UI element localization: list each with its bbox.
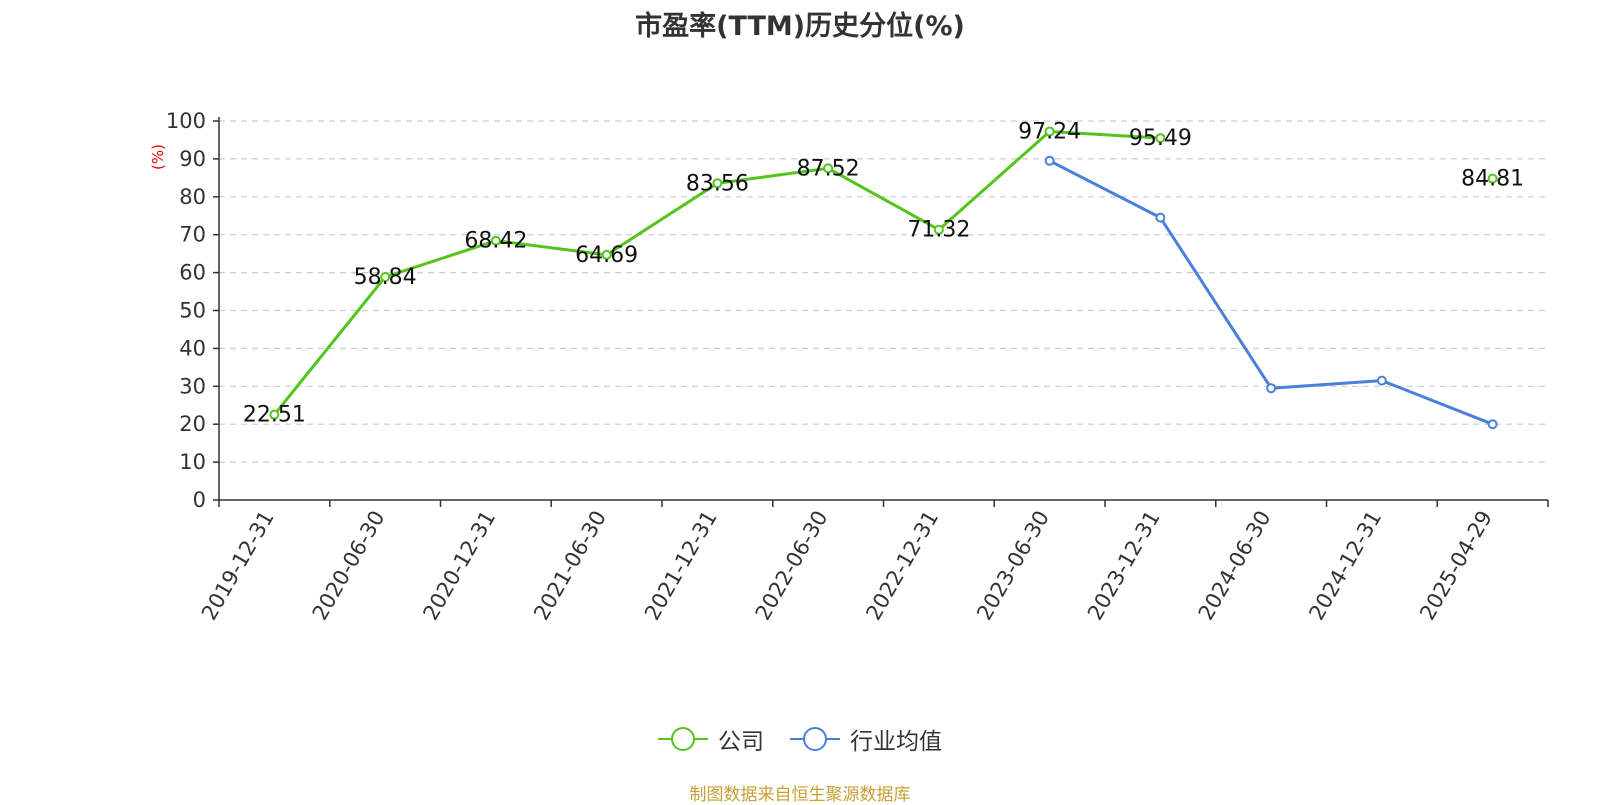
data-point	[1376, 375, 1387, 386]
data-label: 83.56	[686, 171, 749, 196]
x-tick-label: 2024-06-30	[1194, 507, 1276, 625]
data-point	[1044, 126, 1055, 137]
data-point	[1487, 419, 1498, 430]
data-label: 87.52	[797, 156, 860, 181]
data-point	[712, 178, 723, 189]
x-tick-label: 2019-12-31	[197, 507, 279, 625]
y-tick-label: 20	[179, 412, 206, 436]
y-tick-label: 40	[179, 336, 206, 360]
x-tick-label: 2020-06-30	[308, 507, 390, 625]
data-point	[601, 249, 612, 260]
data-label: 22.51	[243, 403, 306, 428]
data-point	[1155, 212, 1166, 223]
data-label: 84.81	[1461, 167, 1524, 192]
legend-label: 行业均值	[850, 729, 942, 755]
x-tick-label: 2021-12-31	[640, 507, 722, 625]
data-point	[380, 271, 391, 282]
data-label: 58.84	[354, 265, 417, 290]
data-point	[1487, 173, 1498, 184]
data-point	[933, 224, 944, 235]
legend-item[interactable]: 行业均值	[790, 722, 942, 756]
legend: 公司 行业均值	[0, 722, 1600, 756]
data-point	[1155, 133, 1166, 144]
data-point	[269, 409, 280, 420]
x-tick-label: 2024-12-31	[1304, 507, 1386, 625]
data-point	[823, 163, 834, 174]
y-tick-label: 0	[193, 488, 206, 512]
y-tick-label: 50	[179, 299, 206, 323]
x-tick-label: 2022-12-31	[861, 507, 943, 625]
y-tick-label: 90	[179, 147, 206, 171]
data-label: 95.49	[1129, 126, 1192, 151]
data-label: 64.69	[575, 243, 638, 268]
x-tick-label: 2023-06-30	[972, 507, 1054, 625]
source-note: 制图数据来自恒生聚源数据库	[689, 785, 911, 805]
y-tick-label: 80	[179, 185, 206, 209]
y-tick-label: 100	[166, 109, 206, 133]
legend-label: 公司	[718, 729, 764, 755]
legend-item[interactable]: 公司	[658, 722, 764, 756]
data-label: 97.24	[1018, 119, 1081, 144]
x-tick-label: 2025-04-29	[1415, 507, 1497, 625]
y-axis-label: (%)	[149, 144, 167, 170]
y-tick-label: 60	[179, 261, 206, 285]
data-label: 68.42	[464, 229, 527, 254]
y-tick-label: 10	[179, 450, 206, 474]
legend-marker-icon	[790, 727, 840, 751]
data-point	[1044, 155, 1055, 166]
legend-marker-icon	[658, 727, 708, 751]
x-tick-label: 2023-12-31	[1083, 507, 1165, 625]
x-tick-label: 2021-06-30	[529, 507, 611, 625]
data-label: 71.32	[907, 218, 970, 243]
data-point	[490, 235, 501, 246]
y-tick-label: 30	[179, 374, 206, 398]
x-tick-label: 2020-12-31	[418, 507, 500, 625]
chart-title: 市盈率(TTM)历史分位(%)	[635, 11, 965, 42]
x-tick-label: 2022-06-30	[751, 507, 833, 625]
data-point	[1266, 383, 1277, 394]
y-tick-label: 70	[179, 223, 206, 247]
